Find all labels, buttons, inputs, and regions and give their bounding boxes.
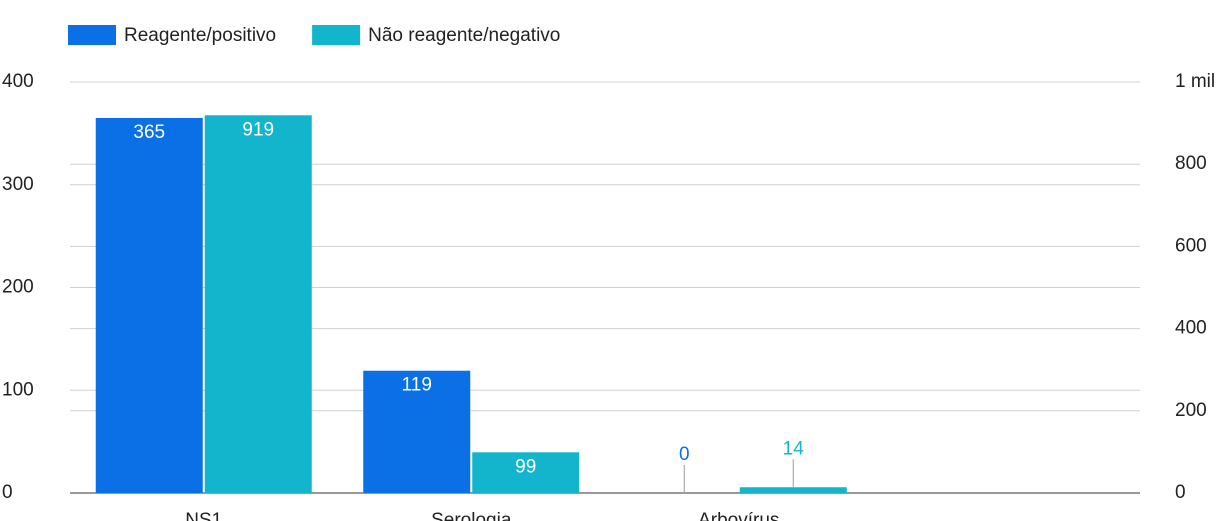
legend-label: Reagente/positivo: [124, 25, 276, 46]
y2-tick-label: 200: [1175, 400, 1207, 421]
legend-label: Não reagente/negativo: [368, 25, 560, 46]
y2-tick-label: 1 mil: [1175, 71, 1215, 92]
value-label: 0: [679, 444, 690, 465]
x-tick-label: Serologia: [431, 510, 512, 521]
bar: [472, 452, 580, 493]
legend-swatch: [312, 25, 361, 45]
y2-tick-label: 800: [1175, 153, 1207, 174]
value-label: 14: [783, 438, 805, 459]
bar: [739, 487, 847, 493]
legend-swatch: [68, 25, 116, 45]
value-label: 919: [242, 119, 274, 140]
y-tick-label: 300: [2, 174, 34, 195]
value-label: 99: [515, 456, 536, 477]
y-tick-label: 100: [2, 379, 34, 400]
bar: [95, 117, 203, 494]
x-tick-label: NS1: [185, 510, 222, 521]
y2-tick-label: 600: [1175, 235, 1207, 256]
y-tick-label: 0: [2, 482, 13, 503]
value-label: 365: [133, 122, 165, 143]
y-tick-label: 400: [2, 71, 34, 92]
bar: [204, 115, 312, 493]
x-tick-label: Arbovírus: [698, 510, 779, 521]
value-label: 119: [402, 375, 432, 396]
bar: [363, 370, 471, 493]
y2-tick-label: 0: [1175, 482, 1186, 503]
y2-tick-label: 400: [1175, 318, 1207, 339]
y-tick-label: 200: [2, 277, 34, 298]
